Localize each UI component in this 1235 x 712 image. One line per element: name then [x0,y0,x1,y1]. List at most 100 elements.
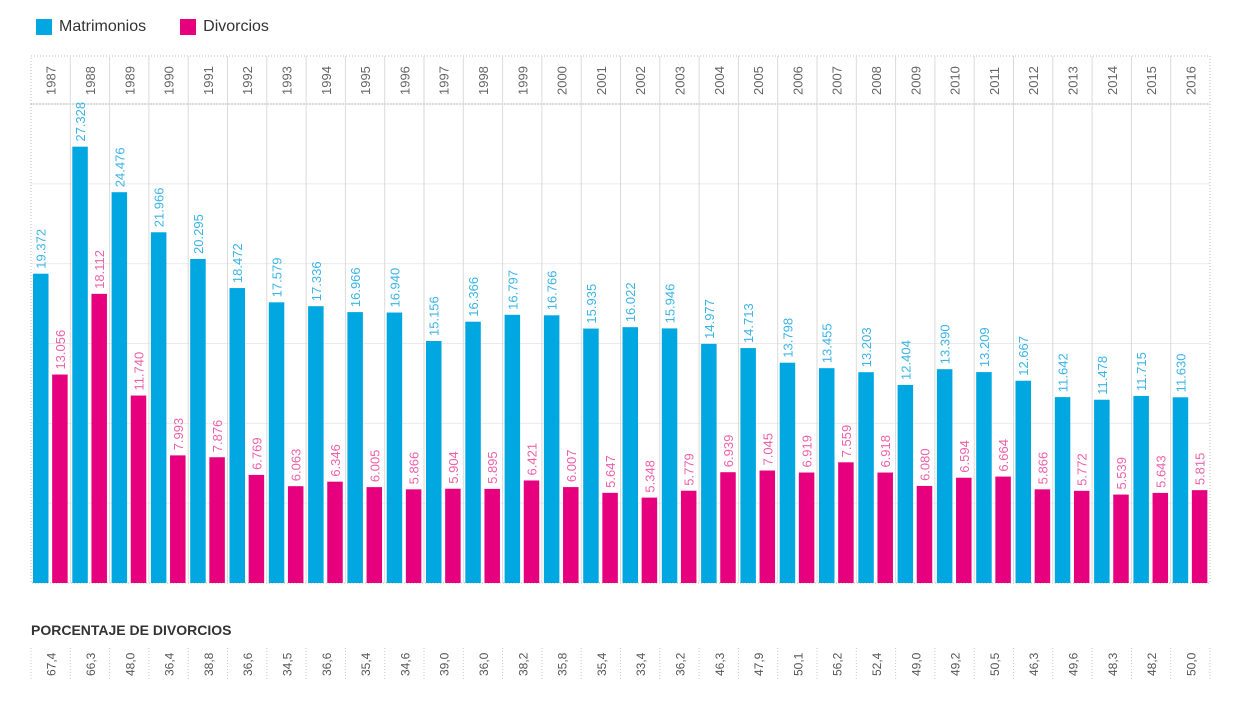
year-label: 2010 [948,66,963,95]
year-label: 1987 [44,66,59,95]
data-label-divorcios: 5.779 [682,453,697,486]
bar-divorcios [327,481,343,583]
year-label: 1990 [162,66,177,95]
data-label-divorcios: 5.904 [446,451,461,484]
chart-legend: Matrimonios Divorcios [36,18,269,36]
percentage-value: 50,5 [988,652,1002,676]
data-label-divorcios: 6.918 [878,435,893,468]
year-label: 2015 [1144,66,1159,95]
bar-divorcios [680,490,697,583]
bar-matrimonios [1172,397,1189,583]
data-label-divorcios: 6.063 [289,449,304,482]
data-label-matrimonios: 16.366 [466,277,481,317]
bar-divorcios [563,487,579,583]
year-label: 2008 [869,66,884,95]
data-label-divorcios: 6.007 [564,450,579,483]
bar-divorcios [877,472,893,583]
data-label-divorcios: 13.056 [53,330,68,370]
data-label-matrimonios: 13.209 [977,327,992,367]
year-label: 1991 [201,66,216,95]
percentage-value: 36,4 [163,652,177,676]
bar-matrimonios [819,368,835,583]
bar-matrimonios [426,341,442,583]
bar-matrimonios [72,146,88,583]
bar-matrimonios [111,192,128,583]
bar-divorcios [641,497,658,583]
percentage-value: 33,4 [634,652,648,676]
data-label-matrimonios: 16.940 [387,268,402,308]
year-label: 2003 [672,66,687,95]
percentage-value: 36,0 [477,652,491,676]
percentage-section-title: PORCENTAJE DE DIVORCIOS [31,622,232,638]
data-label-matrimonios: 16.022 [623,282,638,322]
percentage-value: 56,2 [831,652,845,676]
data-label-matrimonios: 17.579 [270,258,285,298]
data-label-matrimonios: 21.966 [152,188,167,228]
data-label-divorcios: 7.045 [760,433,775,466]
bar-matrimonios [543,315,560,583]
percentage-value: 67,4 [45,652,59,676]
percentage-value: 50,0 [1184,652,1198,676]
data-label-divorcios: 11.740 [132,352,147,391]
bar-matrimonios [33,273,49,583]
bar-divorcios [720,472,736,583]
year-label: 2000 [555,66,570,95]
bar-divorcios [916,485,933,583]
bar-matrimonios [190,258,206,583]
data-label-divorcios: 5.895 [485,451,500,484]
data-label-matrimonios: 13.455 [820,323,835,363]
percentage-value: 36,2 [673,652,687,676]
percentage-value: 49,2 [949,652,963,676]
data-label-divorcios: 5.772 [1075,453,1090,486]
legend-swatch-matrimonios [36,19,52,35]
data-label-divorcios: 5.866 [407,452,422,485]
bar-matrimonios [1133,395,1149,583]
data-label-matrimonios: 15.946 [663,284,678,324]
bar-divorcios [130,395,147,583]
percentage-value: 34,5 [280,652,294,676]
bar-matrimonios [308,306,324,583]
legend-item-matrimonios[interactable]: Matrimonios [36,18,146,36]
year-label: 1994 [319,66,334,95]
percentage-value: 35,8 [556,652,570,676]
bar-divorcios [405,489,422,583]
data-label-matrimonios: 14.977 [702,299,717,339]
bar-matrimonios [779,362,796,583]
percentage-value: 34,6 [398,652,412,676]
bar-matrimonios [347,312,363,583]
year-label: 1989 [122,66,137,95]
data-label-divorcios: 7.876 [210,420,225,453]
percentage-value: 35,4 [359,652,373,676]
year-header-frame [30,55,1211,105]
bar-matrimonios [150,232,167,584]
year-label: 2001 [594,66,609,95]
data-label-matrimonios: 16.797 [505,270,520,310]
bar-divorcios [838,462,854,583]
bar-divorcios [366,487,383,583]
data-label-divorcios: 6.919 [800,435,815,468]
year-label: 2009 [908,66,923,95]
bar-divorcios [1191,490,1208,583]
year-label: 1998 [476,66,491,95]
data-label-matrimonios: 14.713 [741,303,756,343]
bar-divorcios [484,488,500,583]
bar-divorcios [995,476,1011,583]
year-label: 1995 [358,66,373,95]
percentage-value: 48,0 [123,652,137,676]
data-label-matrimonios: 19.372 [34,229,49,269]
bar-divorcios [1113,494,1129,583]
data-label-matrimonios: 11.642 [1056,353,1071,392]
bar-divorcios [1034,489,1051,583]
data-label-matrimonios: 18.472 [230,243,245,283]
year-label: 1996 [397,66,412,95]
bar-matrimonios [465,321,481,583]
bar-divorcios [445,488,461,583]
percentage-value: 49,6 [1066,652,1080,676]
legend-item-divorcios[interactable]: Divorcios [180,18,269,36]
percentage-value: 49,0 [909,652,923,676]
bar-matrimonios [858,372,874,583]
data-label-divorcios: 5.348 [642,460,657,493]
bar-matrimonios [701,343,717,583]
year-label: 2007 [830,66,845,95]
percentage-value: 47,9 [752,652,766,676]
